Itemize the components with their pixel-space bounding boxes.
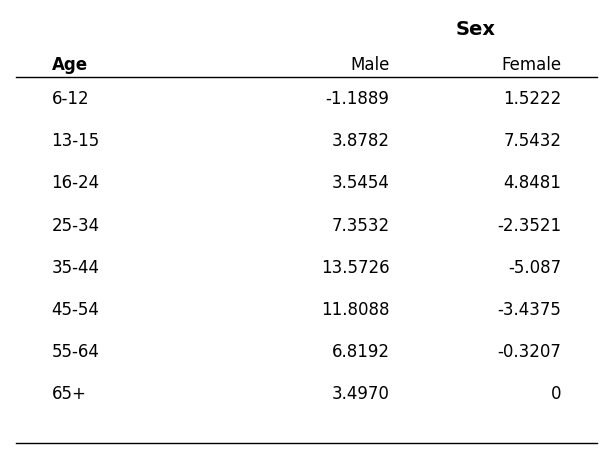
Text: 3.8782: 3.8782: [331, 132, 389, 150]
Text: 35-44: 35-44: [52, 259, 100, 277]
Text: 16-24: 16-24: [52, 174, 100, 192]
Text: 65+: 65+: [52, 385, 87, 403]
Text: -0.3207: -0.3207: [498, 343, 561, 361]
Text: 13-15: 13-15: [52, 132, 100, 150]
Text: 6.8192: 6.8192: [331, 343, 389, 361]
Text: 11.8088: 11.8088: [321, 301, 389, 319]
Text: 3.5454: 3.5454: [332, 174, 389, 192]
Text: -1.1889: -1.1889: [326, 90, 389, 108]
Text: -3.4375: -3.4375: [498, 301, 561, 319]
Text: 7.5432: 7.5432: [503, 132, 561, 150]
Text: 4.8481: 4.8481: [504, 174, 561, 192]
Text: 55-64: 55-64: [52, 343, 99, 361]
Text: Female: Female: [501, 56, 561, 74]
Text: 7.3532: 7.3532: [331, 217, 389, 235]
Text: 0: 0: [551, 385, 561, 403]
Text: 6-12: 6-12: [52, 90, 89, 108]
Text: 25-34: 25-34: [52, 217, 100, 235]
Text: -5.087: -5.087: [508, 259, 561, 277]
Text: Sex: Sex: [456, 19, 495, 39]
Text: -2.3521: -2.3521: [497, 217, 561, 235]
Text: Age: Age: [52, 56, 88, 74]
Text: 3.4970: 3.4970: [332, 385, 389, 403]
Text: 13.5726: 13.5726: [321, 259, 389, 277]
Text: Male: Male: [350, 56, 389, 74]
Text: 45-54: 45-54: [52, 301, 99, 319]
Text: 1.5222: 1.5222: [503, 90, 561, 108]
